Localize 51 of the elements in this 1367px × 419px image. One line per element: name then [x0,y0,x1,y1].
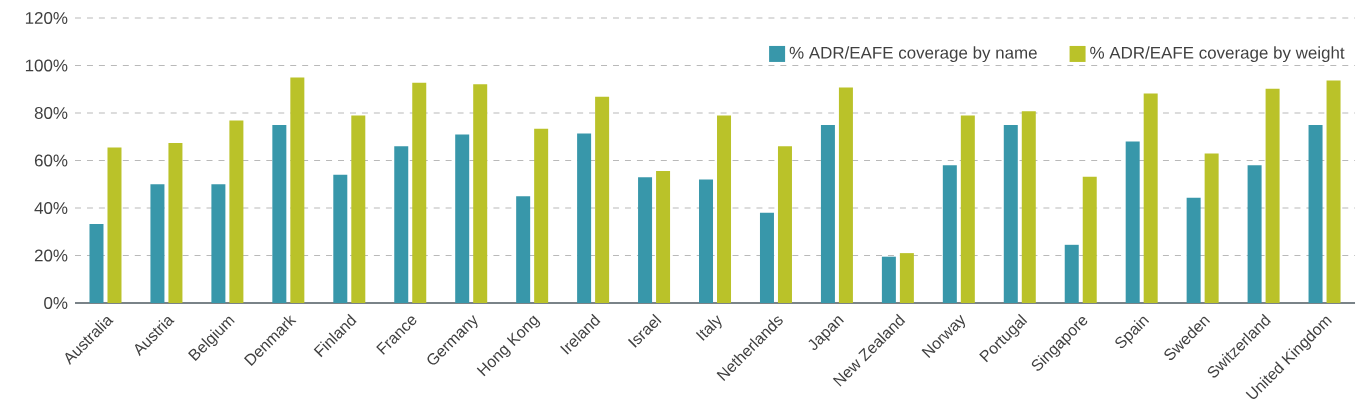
bar [899,253,914,303]
bar [1021,111,1036,303]
bar [1064,244,1079,303]
bar [759,212,774,303]
y-tick-label: 100% [25,59,68,72]
bar [290,77,305,303]
bar [351,115,366,303]
bar [820,124,835,303]
bar [394,146,409,303]
bar [656,170,671,303]
bar [455,134,470,303]
bar [1265,88,1280,303]
bar [229,120,244,303]
bar [838,87,853,303]
bar [272,124,287,303]
bar [412,82,427,303]
bar [942,165,957,303]
bar [168,142,183,303]
bar [1082,176,1097,303]
bar [1247,165,1262,303]
bar [1326,80,1341,303]
legend-label: % ADR/EAFE coverage by name [789,46,1037,63]
bar [1125,141,1140,303]
bar [534,128,549,303]
bar [577,133,592,303]
y-tick-label: 120% [25,12,68,24]
y-tick-label: 20% [34,249,68,262]
bar [595,96,610,303]
y-tick-label: 40% [34,202,68,214]
y-tick-label: 0% [44,297,68,309]
bar [107,147,122,303]
bar [516,196,531,303]
bar [1003,124,1018,303]
bar [1204,153,1219,303]
bar [1308,124,1323,303]
y-tick-label: 80% [34,107,68,119]
bar [211,184,226,303]
bar [150,184,165,303]
bar [881,256,896,303]
bar [699,179,714,303]
bar [89,223,104,303]
bar [638,177,653,303]
y-tick-label: 60% [34,154,68,167]
bar [717,115,732,303]
bar [333,174,348,303]
legend-label: % ADR/EAFE coverage by weight [1090,46,1345,63]
bar [473,84,488,303]
bar [1186,197,1201,303]
bar [960,115,975,303]
bar [1143,93,1158,303]
bar [777,146,792,303]
